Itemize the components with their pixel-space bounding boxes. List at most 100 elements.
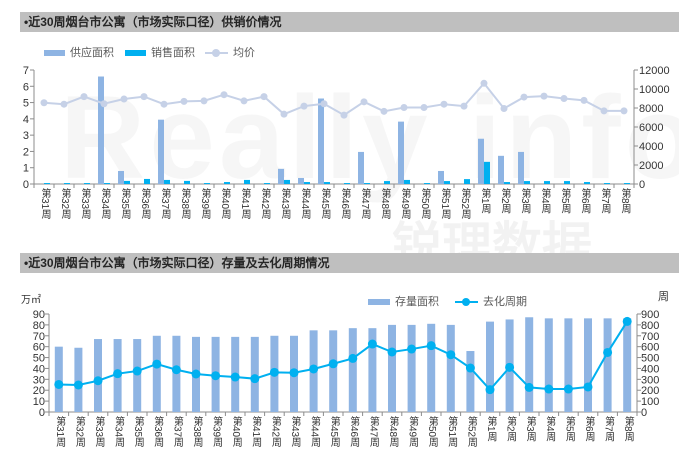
legend-item-sales[interactable]: 销售面积 <box>125 46 195 60</box>
right-axis-tick-label: 0 <box>641 407 647 419</box>
line-point-price <box>40 99 48 107</box>
bar-stock <box>544 318 553 412</box>
legend-item-stock[interactable]: 存量面积 <box>368 295 439 309</box>
line-point-price <box>280 110 288 118</box>
right-axis-tick-label: 6000 <box>639 122 663 134</box>
line-point-price <box>200 97 208 105</box>
section-title-stock-cycle: •近30周烟台市公寓（市场实际口径）存量及去化周期情况 <box>20 253 679 273</box>
line-point-cycle <box>426 341 436 351</box>
bar-supply <box>478 138 484 184</box>
x-tick-label: 第3周 <box>519 188 530 214</box>
x-tick-label: 第43周 <box>289 416 300 448</box>
bar-sales <box>584 182 590 184</box>
x-tick-label: 第31周 <box>53 416 65 448</box>
line-point-price <box>420 104 428 112</box>
line-point-price <box>500 104 508 112</box>
legend-label-cycle: 去化周期 <box>483 296 527 308</box>
bar-sales <box>204 183 210 184</box>
line-point-cycle <box>250 374 260 384</box>
bar-stock <box>564 318 573 412</box>
bar-sales <box>264 183 270 184</box>
x-tick-label: 第50周 <box>426 416 438 448</box>
bar-stock <box>348 328 357 412</box>
left-axis-tick-label: 60 <box>33 342 45 354</box>
line-point-price <box>180 97 188 105</box>
bar-stock <box>368 328 377 412</box>
right-axis-tick-label: 200 <box>641 385 659 397</box>
x-tick-label: 第37周 <box>159 188 170 220</box>
bar-sales <box>104 183 110 184</box>
x-tick-label: 第7周 <box>602 416 614 442</box>
x-tick-label: 第52周 <box>459 188 470 220</box>
line-point-price <box>120 95 128 103</box>
left-axis-tick-label: 1 <box>23 163 29 175</box>
bar-stock <box>54 346 63 412</box>
line-point-cycle <box>446 350 456 360</box>
legend-item-price[interactable]: 均价 <box>205 46 255 60</box>
line-point-price <box>480 79 488 87</box>
left-axis-tick-label: 2 <box>23 146 29 158</box>
x-tick-label: 第4周 <box>539 188 550 214</box>
chart2-legend: 存量面积 去化周期 <box>0 295 679 309</box>
line-point-price <box>620 107 628 115</box>
line-point-cycle <box>211 371 221 381</box>
bar-sales <box>444 181 450 184</box>
line-point-cycle <box>328 359 338 369</box>
line-point-cycle <box>191 369 201 379</box>
legend-item-cycle[interactable]: 去化周期 <box>455 295 527 309</box>
x-tick-label: 第49周 <box>406 416 418 448</box>
right-axis-tick-label: 400 <box>641 363 659 375</box>
x-tick-label: 第1周 <box>479 188 490 214</box>
x-tick-label: 第32周 <box>59 188 70 220</box>
x-tick-label: 第45周 <box>319 188 330 220</box>
x-tick-label: 第6周 <box>583 416 594 442</box>
line-point-price <box>100 100 108 108</box>
bar-stock <box>152 335 161 412</box>
right-axis-tick-label: 900 <box>641 309 659 321</box>
bar-sales <box>524 181 530 184</box>
right-axis-tick-label: 12000 <box>639 65 670 77</box>
line-point-cycle <box>407 344 417 354</box>
x-tick-label: 第44周 <box>299 188 310 220</box>
line-point-cycle <box>583 382 593 392</box>
bar-stock <box>623 318 632 412</box>
bar-sales <box>84 183 90 184</box>
bar-sales <box>64 183 70 184</box>
bar-sales <box>504 182 510 184</box>
x-tick-label: 第40周 <box>230 416 242 448</box>
bar-sales <box>304 182 310 184</box>
bar-supply <box>398 121 404 184</box>
right-axis-tick-label: 800 <box>641 320 659 332</box>
line-point-price <box>460 102 468 110</box>
legend-label-sales: 销售面积 <box>151 47 195 59</box>
bar-stock <box>407 324 416 412</box>
right-axis-tick-label: 0 <box>639 179 645 191</box>
x-tick-label: 第3周 <box>524 416 536 442</box>
line-series-cycle <box>58 320 629 392</box>
x-tick-label: 第45周 <box>328 416 340 448</box>
left-axis-tick-label: 0 <box>39 407 45 419</box>
right-axis-tick-label: 8000 <box>639 103 663 115</box>
x-tick-label: 第47周 <box>367 416 379 448</box>
bar-stock <box>584 318 592 412</box>
left-axis-tick-label: 30 <box>33 374 45 386</box>
legend-item-supply[interactable]: 供应面积 <box>44 46 114 60</box>
left-axis-unit: 万㎡ <box>21 295 41 306</box>
right-axis-tick-label: 10000 <box>639 84 670 96</box>
bar-sales <box>124 180 130 184</box>
bar-supply <box>118 170 124 184</box>
x-tick-label: 第41周 <box>249 416 261 448</box>
x-tick-label: 第1周 <box>485 416 496 442</box>
x-tick-label: 第8周 <box>619 188 630 214</box>
line-point-cycle <box>113 369 123 379</box>
x-tick-label: 第2周 <box>499 188 510 214</box>
bar-stock <box>466 351 475 412</box>
bar-sales <box>364 183 370 184</box>
line-point-price <box>520 93 528 101</box>
bar-sales <box>284 179 290 184</box>
left-axis-tick-label: 80 <box>33 320 45 332</box>
legend-label-supply: 供应面积 <box>70 47 114 59</box>
left-axis-tick-label: 70 <box>33 331 45 343</box>
line-point-price <box>260 93 268 101</box>
bar-sales <box>464 179 470 184</box>
